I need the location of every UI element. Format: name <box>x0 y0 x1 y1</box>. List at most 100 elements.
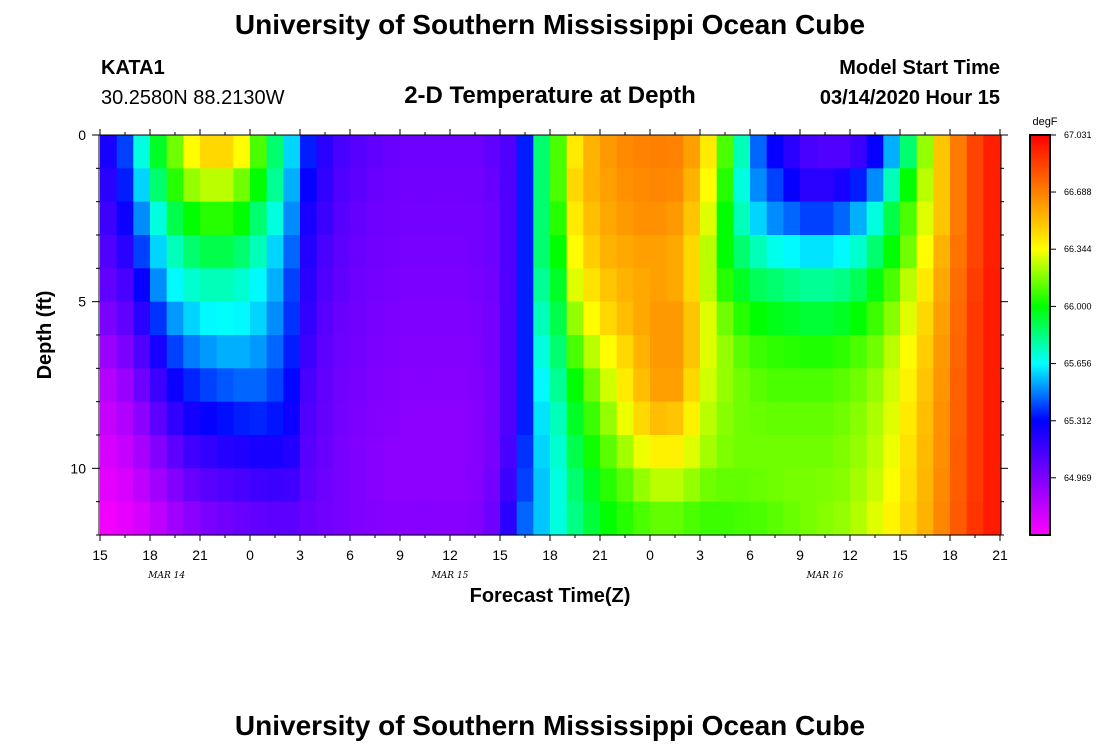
heatmap-cell <box>933 268 951 303</box>
heatmap-cell <box>333 135 351 169</box>
heatmap-cell <box>416 468 434 503</box>
y-tick-label: 10 <box>70 460 86 476</box>
heatmap-cell <box>300 135 318 169</box>
heatmap-cell <box>600 335 618 369</box>
heatmap-cell <box>316 401 334 436</box>
heatmap-cell <box>916 135 934 169</box>
heatmap-cell <box>633 235 651 269</box>
heatmap-cell <box>516 301 534 336</box>
heatmap-cell <box>533 168 551 203</box>
heatmap-cell <box>766 201 784 236</box>
heatmap-cell <box>500 368 518 403</box>
heatmap-cell <box>100 268 118 303</box>
heatmap-cell <box>166 335 184 369</box>
heatmap-cell <box>283 268 301 303</box>
heatmap-cell <box>816 135 834 169</box>
heatmap-cell <box>966 501 984 536</box>
station-coords: 30.2580N 88.2130W <box>101 87 285 109</box>
heatmap-cell <box>616 401 634 436</box>
heatmap-cell <box>666 368 684 403</box>
heatmap-cell <box>650 368 668 403</box>
heatmap-cell <box>550 201 568 236</box>
heatmap-cell <box>750 135 768 169</box>
heatmap-cell <box>750 201 768 236</box>
colorbar-tick-label: 64.969 <box>1064 473 1092 483</box>
heatmap-cell <box>200 268 218 303</box>
heatmap-cell <box>533 501 551 536</box>
heatmap-cell <box>800 468 818 503</box>
heatmap-cell <box>250 301 268 336</box>
heatmap-cell <box>333 435 351 469</box>
heatmap-cell <box>800 335 818 369</box>
heatmap-cell <box>366 235 384 269</box>
heatmap-cell <box>233 468 251 503</box>
heatmap-cell <box>816 501 834 536</box>
heatmap-cell <box>966 468 984 503</box>
heatmap-cell <box>900 301 918 336</box>
heatmap-cell <box>716 335 734 369</box>
heatmap-cell <box>500 501 518 536</box>
station-id: KATA1 <box>101 57 165 79</box>
heatmap-cell <box>216 435 234 469</box>
heatmap-cell <box>933 135 951 169</box>
x-tick-label: 3 <box>696 547 704 563</box>
heatmap-cell <box>850 335 868 369</box>
heatmap-cell <box>616 368 634 403</box>
heatmap-cell <box>516 435 534 469</box>
heatmap-cell <box>666 435 684 469</box>
heatmap-cell <box>716 301 734 336</box>
heatmap-cell <box>550 368 568 403</box>
heatmap-cell <box>800 368 818 403</box>
heatmap-cell <box>750 501 768 536</box>
x-tick-label: 18 <box>942 547 958 563</box>
heatmap-cell <box>233 401 251 436</box>
heatmap-cell <box>733 435 751 469</box>
heatmap-cell <box>283 401 301 436</box>
heatmap-cell <box>750 401 768 436</box>
heatmap-cell <box>300 468 318 503</box>
heatmap-cell <box>133 168 151 203</box>
heatmap-cell <box>450 435 468 469</box>
heatmap-cell <box>716 135 734 169</box>
heatmap-cell <box>133 135 151 169</box>
heatmap-cell <box>116 368 134 403</box>
heatmap-cell <box>166 235 184 269</box>
heatmap-cell <box>316 368 334 403</box>
heatmap-cell <box>683 368 701 403</box>
heatmap-cell <box>250 368 268 403</box>
heatmap-cell <box>783 401 801 436</box>
heatmap-cell <box>183 468 201 503</box>
heatmap-cell <box>600 501 618 536</box>
heatmap-cell <box>400 335 418 369</box>
heatmap-cell <box>866 468 884 503</box>
heatmap-cell <box>633 501 651 536</box>
heatmap-cell <box>600 235 618 269</box>
heatmap-cell <box>766 501 784 536</box>
heatmap-cell <box>283 335 301 369</box>
x-tick-label: 6 <box>346 547 354 563</box>
heatmap-cell <box>516 168 534 203</box>
heatmap-cell <box>433 335 451 369</box>
heatmap-cell <box>450 201 468 236</box>
heatmap-cell <box>550 435 568 469</box>
heatmap-cell <box>983 468 1001 503</box>
heatmap-cell <box>550 235 568 269</box>
heatmap-cell <box>100 168 118 203</box>
heatmap-cell <box>400 201 418 236</box>
heatmap-cell <box>100 235 118 269</box>
heatmap-cells <box>100 135 1001 536</box>
heatmap-cell <box>116 201 134 236</box>
heatmap-cell <box>683 135 701 169</box>
heatmap-cell <box>316 435 334 469</box>
heatmap-cell <box>116 301 134 336</box>
heatmap-cell <box>933 368 951 403</box>
heatmap-cell <box>583 401 601 436</box>
heatmap-cell <box>283 468 301 503</box>
heatmap-cell <box>816 201 834 236</box>
heatmap-cell <box>250 135 268 169</box>
heatmap-cell <box>900 135 918 169</box>
heatmap-cell <box>700 135 718 169</box>
heatmap-cell <box>833 268 851 303</box>
heatmap-cell <box>250 335 268 369</box>
